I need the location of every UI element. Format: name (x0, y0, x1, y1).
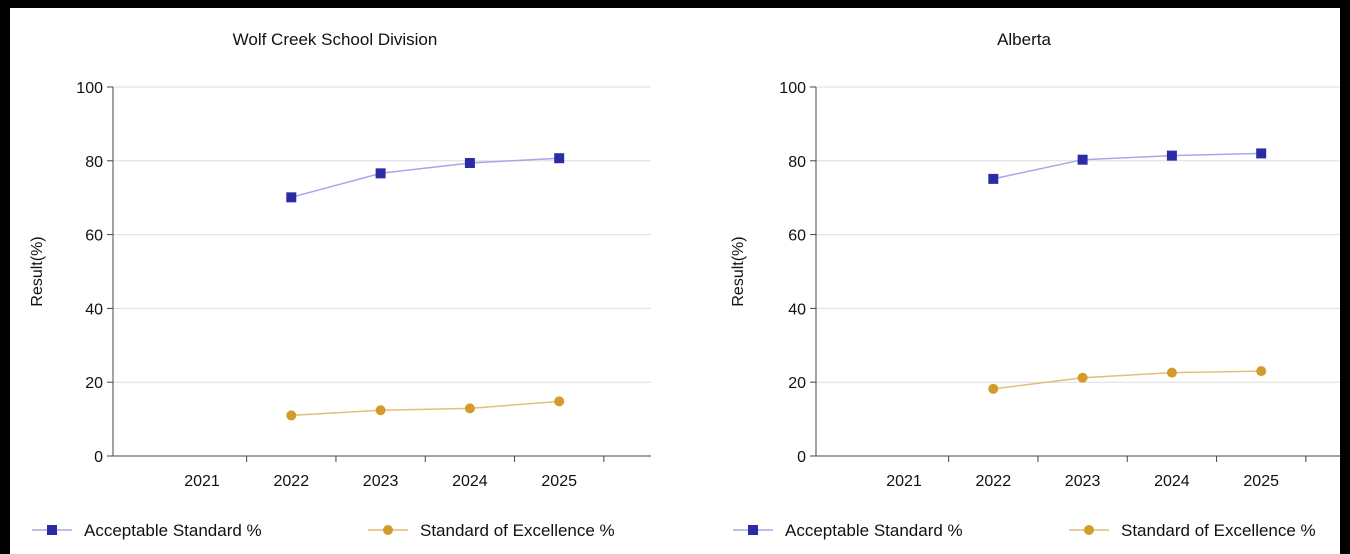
data-point-excellence (988, 383, 999, 394)
y-axis-label: Result(%) (29, 236, 46, 306)
chart-title: Wolf Creek School Division (233, 30, 438, 49)
data-point-acceptable (988, 173, 999, 184)
y-tick-label: 0 (94, 449, 103, 466)
x-tick-label: 2023 (1065, 473, 1101, 490)
charts-panel: Wolf Creek School Division 0 20 40 60 80 100 20… (10, 8, 1340, 554)
x-tick-label: 2024 (452, 473, 488, 490)
data-point-excellence (464, 403, 475, 414)
y-tick-label: 80 (788, 154, 806, 171)
y-tick-label: 100 (779, 80, 806, 97)
legend-marker (1084, 525, 1094, 535)
x-tick-label: 2024 (1154, 473, 1190, 490)
legend-marker (47, 525, 57, 535)
data-point-excellence (1077, 372, 1088, 383)
y-tick-label: 20 (85, 375, 103, 392)
data-point-acceptable (1077, 154, 1088, 165)
data-point-excellence (1166, 367, 1177, 378)
data-point-excellence (1256, 366, 1267, 377)
data-point-excellence (286, 410, 297, 421)
y-tick-label: 40 (85, 301, 103, 318)
chart-alberta: Alberta 0 20 40 60 80 100 2021 2022 2023 2024 2025 R… (730, 30, 1340, 540)
legend-label: Acceptable Standard % (84, 521, 262, 540)
x-tick-label: 2022 (274, 473, 310, 490)
legend-label: Standard of Excellence % (420, 521, 615, 540)
legend-label: Acceptable Standard % (785, 521, 963, 540)
chart-title: Alberta (997, 30, 1051, 49)
y-tick-label: 20 (788, 375, 806, 392)
legend-marker (748, 525, 758, 535)
data-point-acceptable (554, 153, 565, 164)
x-tick-label: 2021 (184, 473, 220, 490)
data-point-acceptable (1166, 150, 1177, 161)
y-axis-label: Result(%) (730, 236, 747, 306)
data-point-acceptable (464, 158, 475, 169)
series-line-excellence (291, 400, 560, 417)
data-point-excellence (375, 405, 386, 416)
y-tick-label: 40 (788, 301, 806, 318)
series-line-acceptable (291, 157, 560, 199)
x-tick-label: 2025 (1243, 473, 1279, 490)
x-tick-label: 2021 (886, 473, 922, 490)
series-line-acceptable (993, 152, 1262, 180)
y-tick-label: 80 (85, 154, 103, 171)
legend-label: Standard of Excellence % (1121, 521, 1316, 540)
data-point-acceptable (1256, 148, 1267, 159)
data-point-acceptable (375, 168, 386, 179)
x-tick-label: 2025 (541, 473, 577, 490)
y-tick-label: 60 (85, 228, 103, 245)
y-tick-label: 60 (788, 228, 806, 245)
series-line-excellence (993, 370, 1262, 390)
data-point-excellence (554, 396, 565, 407)
y-tick-label: 100 (76, 80, 103, 97)
y-tick-label: 0 (797, 449, 806, 466)
charts-canvas: Wolf Creek School Division 0 20 40 60 80 100 20… (29, 30, 1340, 540)
x-tick-label: 2022 (976, 473, 1012, 490)
chart-wolf-creek: Wolf Creek School Division 0 20 40 60 80 100 20… (29, 30, 651, 540)
data-point-acceptable (286, 192, 297, 203)
legend-marker (383, 525, 393, 535)
x-tick-label: 2023 (363, 473, 399, 490)
